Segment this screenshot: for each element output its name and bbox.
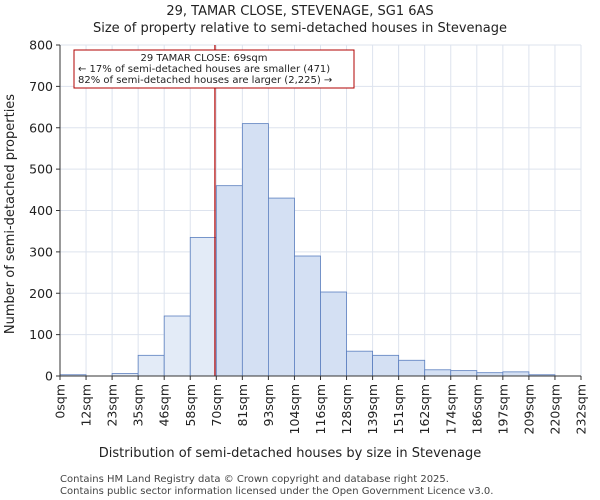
- annotation-box: 29 TAMAR CLOSE: 69sqm ← 17% of semi-deta…: [73, 49, 355, 89]
- y-tick-label-7: 700: [29, 79, 53, 94]
- x-tick-label-2: 23sqm: [105, 384, 120, 427]
- y-tick-label-8: 800: [29, 38, 53, 53]
- x-tick-label-18: 209sqm: [521, 384, 536, 434]
- annotation-line2: ← 17% of semi-detached houses are smalle…: [78, 64, 330, 75]
- x-tick-label-11: 128sqm: [339, 384, 354, 434]
- y-axis-label: Number of semi-detached properties: [3, 94, 18, 334]
- bars: [59, 123, 556, 377]
- x-tick-label-19: 220sqm: [547, 384, 562, 434]
- bar-14: [424, 369, 452, 377]
- x-tick-label-8: 93sqm: [261, 384, 276, 427]
- y-tick-label-6: 600: [29, 120, 53, 135]
- x-tick-label-1: 12sqm: [79, 384, 94, 427]
- bar-3: [137, 354, 165, 377]
- bar-4: [163, 315, 191, 377]
- y-tick-label-3: 300: [29, 244, 53, 259]
- y-tick-label-4: 400: [29, 203, 53, 218]
- x-tick-label-0: 0sqm: [53, 384, 68, 419]
- y-tick-label-0: 0: [45, 369, 53, 384]
- x-tick-label-13: 151sqm: [391, 384, 406, 434]
- x-tick-label-14: 162sqm: [417, 384, 432, 434]
- bar-11: [346, 350, 373, 377]
- bar-5: [189, 236, 217, 377]
- x-tick-label-12: 139sqm: [365, 384, 380, 434]
- x-tick-label-15: 174sqm: [443, 384, 458, 434]
- y-tick-label-2: 200: [29, 286, 53, 301]
- y-tick-label-1: 100: [29, 327, 53, 342]
- bar-15: [450, 370, 478, 377]
- bar-9: [294, 255, 321, 377]
- x-axis-label: Distribution of semi-detached houses by …: [99, 446, 481, 461]
- bar-8: [267, 197, 295, 377]
- x-tick-label-16: 186sqm: [469, 384, 484, 434]
- chart-title-line1: 29, TAMAR CLOSE, STEVENAGE, SG1 6AS: [166, 4, 433, 19]
- bar-17: [502, 371, 530, 377]
- x-tick-label-20: 232sqm: [574, 384, 589, 434]
- bar-6: [215, 185, 243, 377]
- chart-title-line2: Size of property relative to semi-detach…: [93, 21, 507, 36]
- bar-13: [398, 359, 426, 377]
- x-tick-label-17: 197sqm: [495, 384, 510, 434]
- y-ticks: 0 100 200 300 400 500 600 700 800: [29, 38, 60, 384]
- bar-7: [241, 123, 269, 377]
- annotation-line3: 82% of semi-detached houses are larger (…: [78, 75, 332, 86]
- x-tick-label-10: 116sqm: [313, 384, 328, 434]
- bar-10: [320, 291, 347, 377]
- bar-12: [372, 354, 400, 377]
- annotation-border: [73, 49, 355, 89]
- x-tick-label-6: 70sqm: [209, 384, 224, 427]
- x-tick-label-7: 81sqm: [235, 384, 250, 427]
- x-tick-label-3: 35sqm: [131, 384, 146, 427]
- y-tick-label-5: 500: [29, 162, 53, 177]
- x-tick-label-4: 46sqm: [157, 384, 172, 427]
- x-tick-label-5: 58sqm: [183, 384, 198, 427]
- x-tick-label-9: 104sqm: [287, 384, 302, 434]
- footer-line2: Contains public sector information licen…: [60, 486, 493, 497]
- annotation-line1: 29 TAMAR CLOSE: 69sqm: [141, 53, 268, 64]
- x-ticks: 0sqm 12sqm 23sqm 35sqm 46sqm 58sqm 70sqm 81sqm 9…: [53, 376, 589, 434]
- footer-line1: Contains HM Land Registry data © Crown c…: [60, 474, 449, 485]
